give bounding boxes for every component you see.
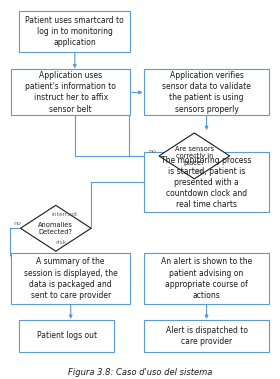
- Text: Application uses
patient's information to
instruct her to affix
sensor belt: Application uses patient's information t…: [25, 71, 116, 114]
- FancyBboxPatch shape: [144, 253, 269, 304]
- FancyBboxPatch shape: [19, 320, 114, 352]
- Text: The monitoring process
is started, patient is
presented with a
countdown clock a: The monitoring process is started, patie…: [161, 156, 252, 209]
- Text: yes: yes: [194, 169, 205, 174]
- FancyBboxPatch shape: [11, 69, 130, 115]
- Text: Anomalies
Detected?: Anomalies Detected?: [38, 222, 73, 235]
- FancyBboxPatch shape: [11, 253, 130, 304]
- Text: interrupt: interrupt: [52, 211, 78, 217]
- Text: Are sensors
correctly in
place?: Are sensors correctly in place?: [175, 146, 214, 166]
- Text: Patient logs out: Patient logs out: [37, 331, 97, 340]
- FancyBboxPatch shape: [144, 320, 269, 352]
- FancyBboxPatch shape: [19, 11, 130, 52]
- Text: An alert is shown to the
patient advising on
appropriate course of
actions: An alert is shown to the patient advisin…: [161, 257, 252, 300]
- FancyBboxPatch shape: [144, 69, 269, 115]
- Text: A summary of the
session is displayed, the
data is packaged and
sent to care pro: A summary of the session is displayed, t…: [24, 257, 118, 300]
- Text: Patient uses smartcard to
log in to monitoring
application: Patient uses smartcard to log in to moni…: [25, 16, 124, 47]
- Text: Figura 3.8: Caso d'uso del sistema: Figura 3.8: Caso d'uso del sistema: [68, 368, 212, 377]
- FancyBboxPatch shape: [144, 152, 269, 212]
- Text: no: no: [13, 221, 21, 226]
- Text: Application verifies
sensor data to validate
the patient is using
sensors proper: Application verifies sensor data to vali…: [162, 71, 251, 114]
- Polygon shape: [20, 205, 91, 251]
- Text: no: no: [148, 149, 156, 154]
- Text: Alert is dispatched to
care provider: Alert is dispatched to care provider: [165, 326, 248, 346]
- Text: risk: risk: [55, 240, 67, 245]
- Polygon shape: [159, 133, 230, 179]
